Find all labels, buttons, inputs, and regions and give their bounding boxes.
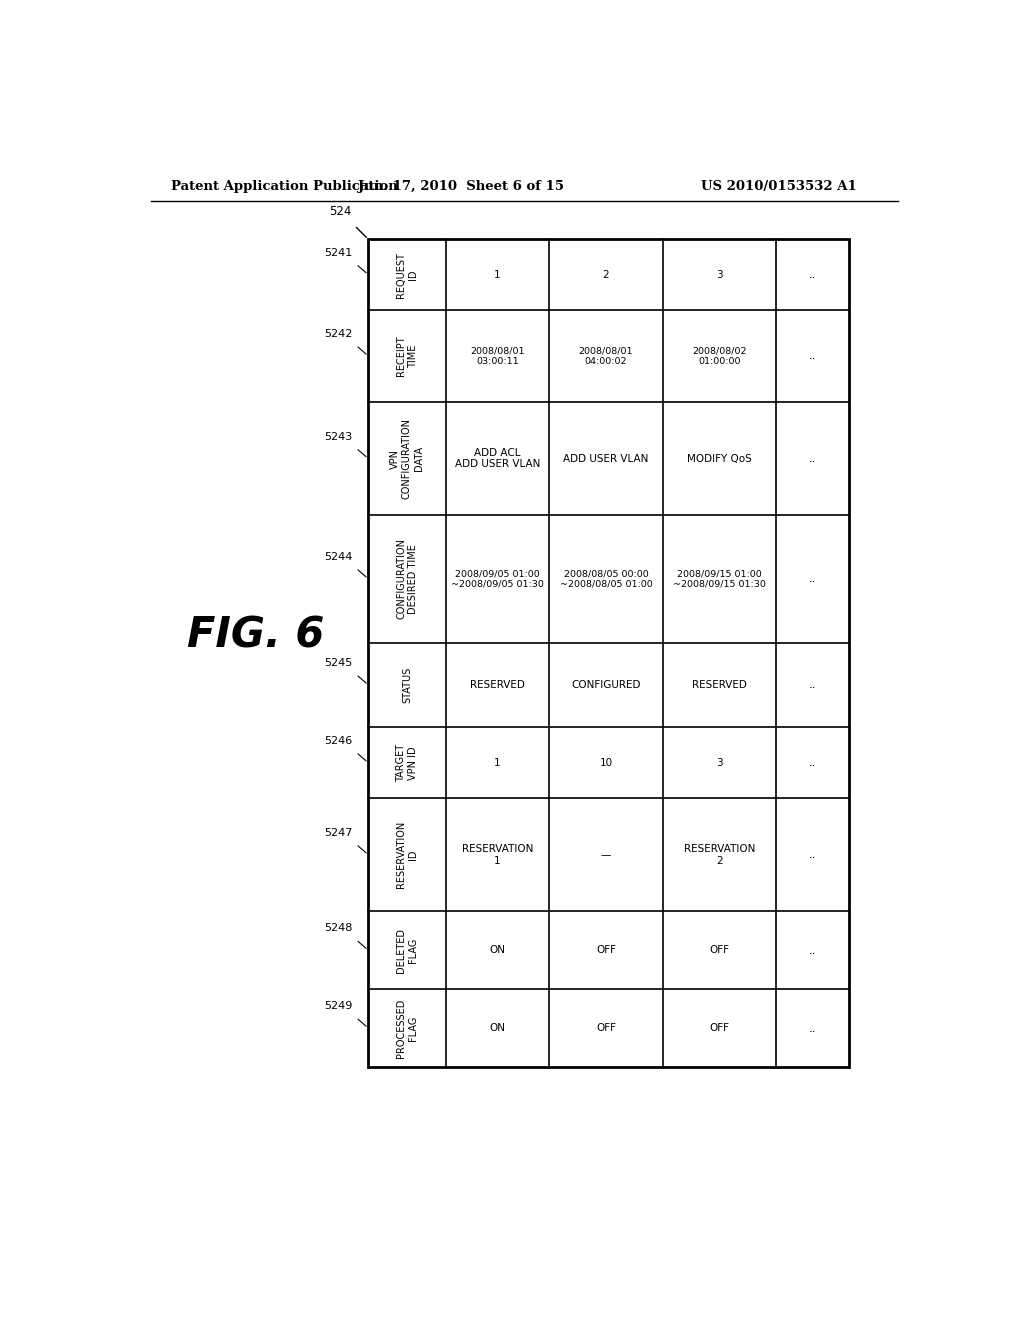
- Text: ..: ..: [809, 573, 816, 585]
- Text: ON: ON: [489, 945, 506, 956]
- Text: 5245: 5245: [325, 659, 352, 668]
- Text: 2008/08/05 00:00
~2008/08/05 01:00: 2008/08/05 00:00 ~2008/08/05 01:00: [559, 569, 652, 589]
- Text: 3: 3: [716, 269, 723, 280]
- Text: 3: 3: [716, 758, 723, 768]
- Text: 2008/08/02
01:00:00: 2008/08/02 01:00:00: [692, 346, 746, 366]
- Text: ..: ..: [809, 350, 816, 363]
- Text: 5248: 5248: [325, 923, 352, 933]
- Text: OFF: OFF: [596, 1023, 615, 1034]
- Text: ADD USER VLAN: ADD USER VLAN: [563, 454, 648, 463]
- Text: 5243: 5243: [325, 432, 352, 442]
- Text: 1: 1: [495, 758, 501, 768]
- Text: ..: ..: [809, 1022, 816, 1035]
- Text: 2008/08/01
04:00:02: 2008/08/01 04:00:02: [579, 346, 633, 366]
- Text: ADD ACL
ADD USER VLAN: ADD ACL ADD USER VLAN: [455, 447, 540, 470]
- Bar: [369, 239, 849, 1067]
- Text: REQUEST
ID: REQUEST ID: [396, 252, 418, 297]
- Text: ..: ..: [809, 678, 816, 692]
- Text: ON: ON: [489, 1023, 506, 1034]
- Text: CONFIGURED: CONFIGURED: [571, 680, 641, 690]
- Text: CONFIGURATION
DESIRED TIME: CONFIGURATION DESIRED TIME: [396, 539, 418, 619]
- Text: 5244: 5244: [325, 552, 352, 562]
- Text: RESERVED: RESERVED: [692, 680, 748, 690]
- Text: OFF: OFF: [596, 945, 615, 956]
- Text: FIG. 6: FIG. 6: [187, 615, 325, 657]
- Text: 5246: 5246: [325, 735, 352, 746]
- Text: VPN
CONFIGURATION
DATA: VPN CONFIGURATION DATA: [390, 418, 424, 499]
- Text: ..: ..: [809, 268, 816, 281]
- Text: US 2010/0153532 A1: US 2010/0153532 A1: [700, 181, 856, 194]
- Text: 1: 1: [495, 269, 501, 280]
- Text: RECEIPT
TIME: RECEIPT TIME: [396, 335, 418, 376]
- Text: RESERVED: RESERVED: [470, 680, 525, 690]
- Text: ..: ..: [809, 944, 816, 957]
- Text: —: —: [601, 850, 611, 859]
- Text: 524: 524: [329, 205, 351, 218]
- Text: 5247: 5247: [325, 828, 352, 838]
- Text: RESERVATION
1: RESERVATION 1: [462, 843, 534, 866]
- Text: PROCESSED
FLAG: PROCESSED FLAG: [396, 998, 418, 1057]
- Text: 10: 10: [599, 758, 612, 768]
- Text: ..: ..: [809, 451, 816, 465]
- Text: 2008/08/01
03:00:11: 2008/08/01 03:00:11: [470, 346, 524, 366]
- Text: 5241: 5241: [325, 248, 352, 257]
- Text: OFF: OFF: [710, 945, 729, 956]
- Text: MODIFY QoS: MODIFY QoS: [687, 454, 752, 463]
- Text: 2008/09/15 01:00
~2008/09/15 01:30: 2008/09/15 01:00 ~2008/09/15 01:30: [673, 569, 766, 589]
- Text: 5242: 5242: [325, 329, 352, 339]
- Text: STATUS: STATUS: [402, 667, 412, 704]
- Text: DELETED
FLAG: DELETED FLAG: [396, 928, 418, 973]
- Text: RESERVATION
2: RESERVATION 2: [684, 843, 756, 866]
- Text: OFF: OFF: [710, 1023, 729, 1034]
- Text: RESERVATION
ID: RESERVATION ID: [396, 821, 418, 888]
- Text: TARGET
VPN ID: TARGET VPN ID: [396, 743, 418, 781]
- Text: Jun. 17, 2010  Sheet 6 of 15: Jun. 17, 2010 Sheet 6 of 15: [358, 181, 564, 194]
- Text: 2008/09/05 01:00
~2008/09/05 01:30: 2008/09/05 01:00 ~2008/09/05 01:30: [451, 569, 544, 589]
- Text: ..: ..: [809, 756, 816, 770]
- Text: Patent Application Publication: Patent Application Publication: [171, 181, 397, 194]
- Text: 5249: 5249: [325, 1001, 352, 1011]
- Text: 2: 2: [602, 269, 609, 280]
- Text: ..: ..: [809, 849, 816, 861]
